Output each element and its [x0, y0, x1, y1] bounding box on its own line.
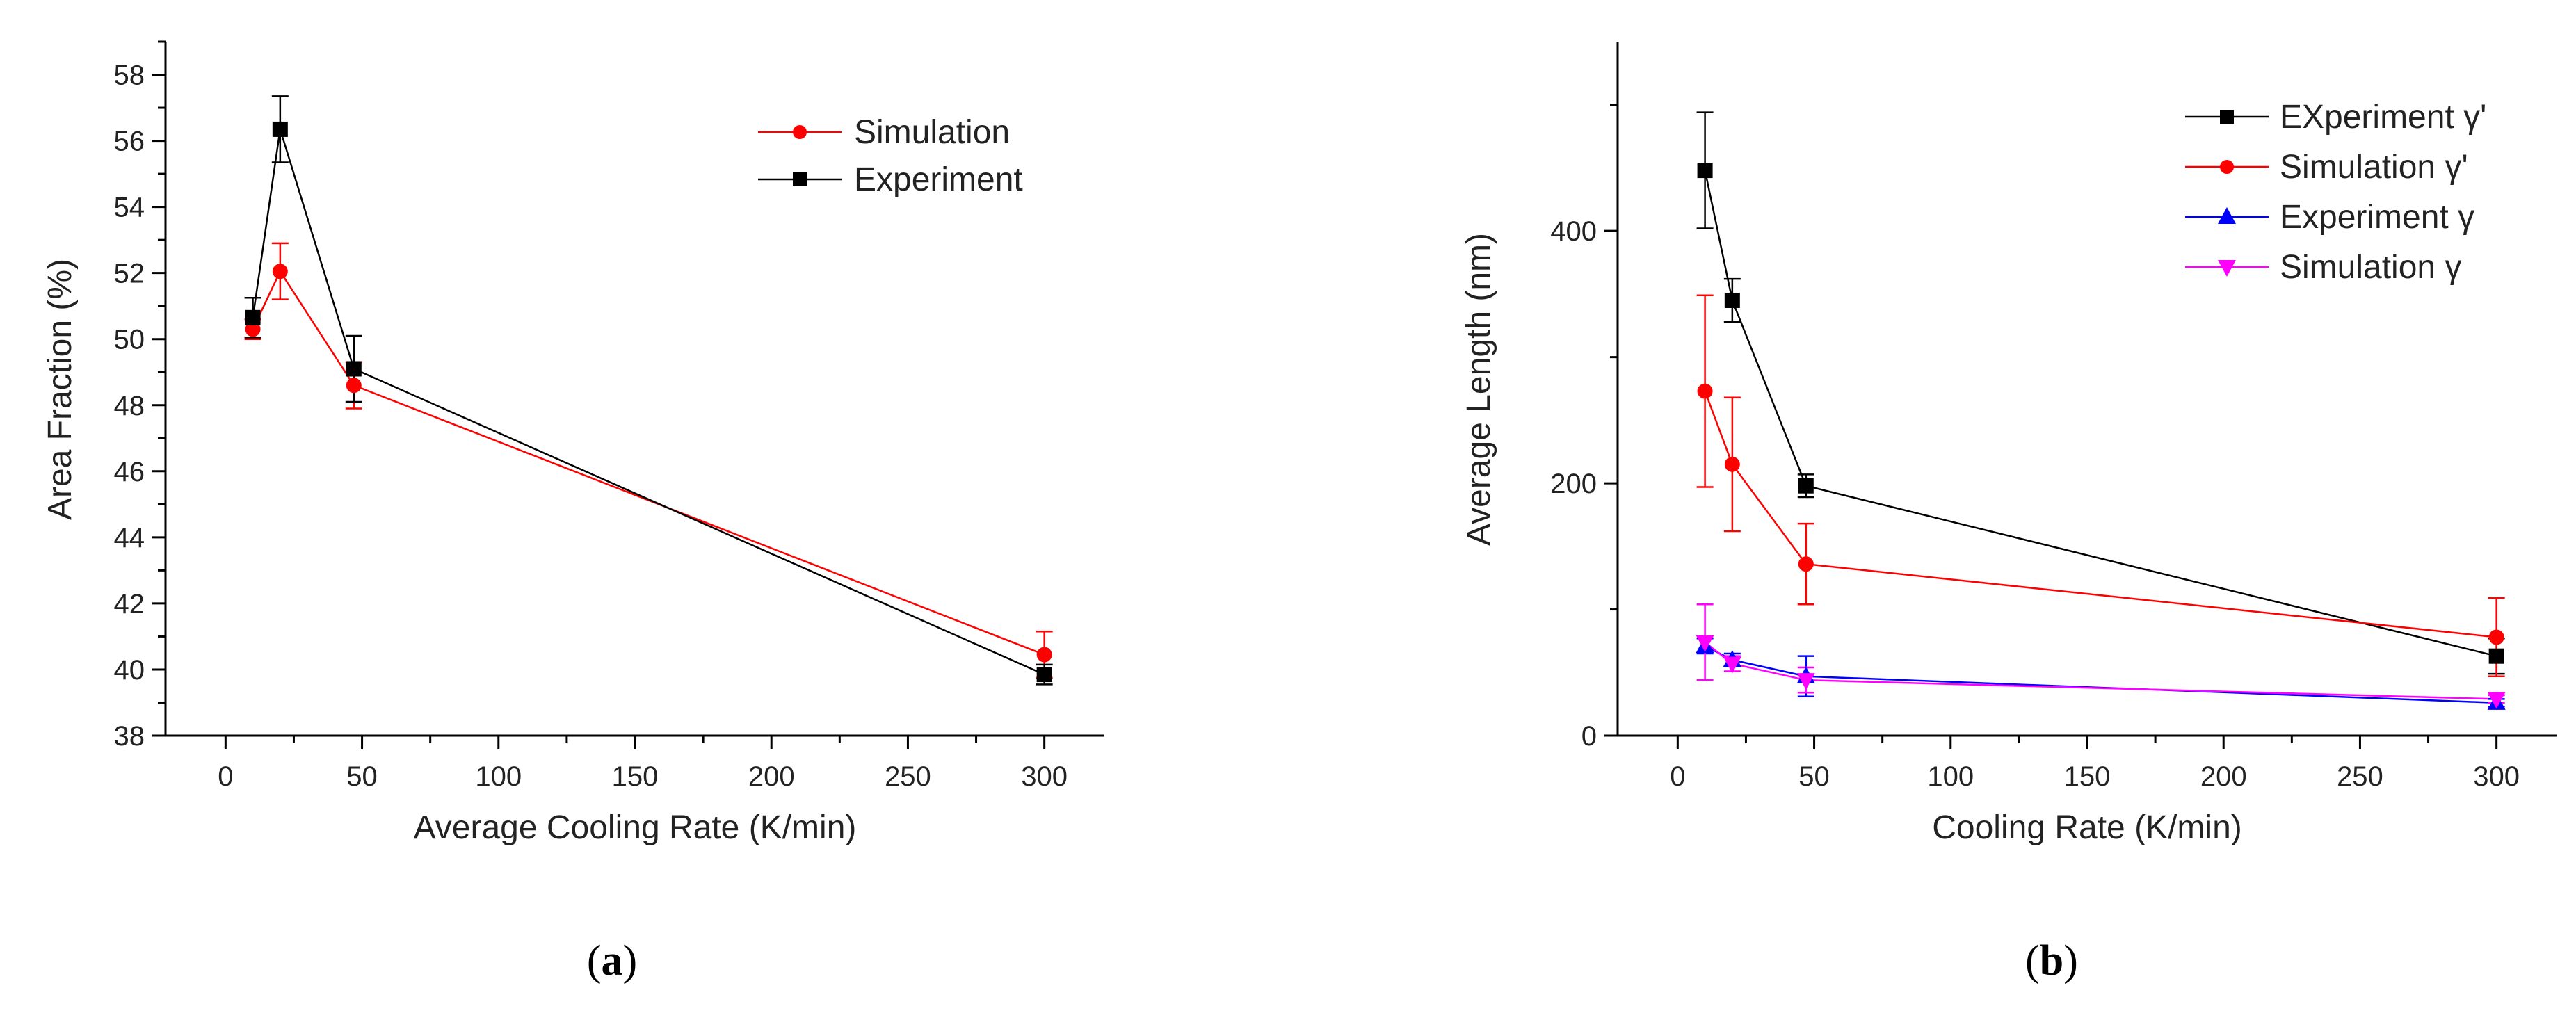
chart-b-y-tick-label-200: 200 — [1550, 469, 1597, 499]
chart-a-y-axis-label: Area Fraction (%) — [42, 259, 79, 520]
chart-b-y-tick-label-400: 400 — [1550, 216, 1597, 247]
chart-a-x-tick-label-200: 200 — [748, 761, 795, 792]
chart-a-point-0-2 — [346, 378, 362, 394]
chart-a-y-tick-label-58: 58 — [114, 60, 145, 91]
chart-b-point-0-1 — [1724, 292, 1740, 308]
chart-b-series-line-3 — [1704, 641, 2497, 700]
chart-a-series-line-0 — [252, 269, 1045, 656]
chart-a-series-lines — [252, 129, 1045, 676]
panel-label-b-close-paren: ) — [2063, 937, 2078, 984]
chart-a-legend-marker-simulation — [793, 125, 807, 139]
chart-b-legend: EXperiment γ' Simulation γ' Experiment γ… — [2185, 99, 2486, 286]
chart-a-series-line-1 — [252, 129, 1045, 676]
chart-a-y-ticks: 38 40 42 44 46 48 50 52 54 56 58 — [114, 40, 166, 752]
chart-a-y-tick-label-38: 38 — [114, 721, 145, 752]
chart-b-point-1-0 — [1697, 383, 1713, 399]
chart-b-series-line-0 — [1704, 170, 2497, 657]
chart-b-x-tick-label-250: 250 — [2337, 761, 2383, 792]
chart-a-y-tick-label-52: 52 — [114, 259, 145, 289]
chart-a-legend-label-simulation: Simulation — [854, 114, 1010, 151]
panel-label-a-close-paren: ) — [623, 937, 638, 984]
chart-a-legend: Simulation Experiment — [758, 114, 1023, 198]
chart-b-legend-label-experiment-gamma-prime: EXperiment γ' — [2280, 99, 2486, 136]
chart-a-legend-label-experiment: Experiment — [854, 161, 1023, 198]
panel-label-b-open-paren: ( — [2025, 937, 2040, 984]
chart-b-legend-label-simulation-gamma: Simulation γ — [2280, 249, 2461, 286]
panel-label-a-open-paren: ( — [587, 937, 602, 984]
chart-b-point-3-3 — [2487, 692, 2506, 709]
chart-a-y-tick-label-40: 40 — [114, 655, 145, 686]
chart-b-x-ticks: 0 50 100 150 200 250 300 — [1670, 736, 2520, 792]
panel-label-b: (b) — [2025, 937, 2078, 984]
chart-a-x-tick-label-150: 150 — [612, 761, 659, 792]
svg-text:(a): (a) — [587, 937, 637, 984]
chart-a-x-tick-label-100: 100 — [475, 761, 522, 792]
chart-a-x-ticks: 0 50 100 150 200 250 300 — [218, 736, 1068, 792]
chart-b-series-line-2 — [1705, 645, 2497, 704]
chart-a-y-tick-label-56: 56 — [114, 127, 145, 157]
chart-b-x-tick-label-50: 50 — [1798, 761, 1830, 792]
chart-a-x-tick-label-50: 50 — [346, 761, 378, 792]
chart-b-x-tick-label-300: 300 — [2473, 761, 2520, 792]
chart-b-point-0-3 — [2488, 648, 2504, 664]
chart-b-y-tick-label-0: 0 — [1581, 721, 1597, 752]
chart-b-point-1-1 — [1724, 456, 1740, 472]
chart-b-legend-marker-experiment-gamma — [2218, 207, 2236, 224]
chart-a-point-1-1 — [272, 121, 288, 137]
chart-a-point-1-0 — [245, 309, 261, 325]
chart-a-data-points — [245, 121, 1052, 683]
svg-text:(b): (b) — [2025, 937, 2078, 984]
chart-b-legend-marker-simulation-gamma — [2218, 260, 2236, 277]
chart-b-y-ticks: 0 200 400 — [1550, 104, 1618, 752]
chart-a-point-0-0 — [245, 321, 261, 337]
chart-b-point-3-1 — [1723, 656, 1741, 674]
chart-b-point-1-3 — [2488, 629, 2504, 645]
chart-b-y-axis-label: Average Length (nm) — [1460, 233, 1497, 546]
chart-b-x-tick-label-200: 200 — [2200, 761, 2247, 792]
chart-a-x-tick-label-300: 300 — [1021, 761, 1068, 792]
chart-a-y-tick-label-54: 54 — [114, 193, 145, 223]
chart-a-y-tick-label-42: 42 — [114, 589, 145, 619]
panel-label-a-letter: a — [602, 937, 623, 984]
chart-a-y-tick-label-48: 48 — [114, 391, 145, 421]
chart-a-point-1-2 — [346, 361, 362, 377]
chart-a: 0 50 100 150 200 250 300 38 40 42 44 46 48 50 52 54 56 5… — [42, 40, 1104, 984]
panel-label-b-letter: b — [2040, 937, 2063, 984]
chart-b-legend-marker-experiment-gamma-prime — [2220, 110, 2234, 124]
chart-a-y-tick-label-44: 44 — [114, 523, 145, 553]
chart-b-x-axis-label: Cooling Rate (K/min) — [1932, 809, 2242, 846]
chart-b-series-lines — [1704, 170, 2497, 704]
chart-a-y-tick-label-46: 46 — [114, 457, 145, 487]
chart-b-x-tick-label-0: 0 — [1670, 761, 1685, 792]
chart-b-legend-label-experiment-gamma: Experiment γ — [2280, 199, 2474, 236]
chart-a-point-0-3 — [1036, 647, 1052, 663]
chart-a-x-axis-label: Average Cooling Rate (K/min) — [414, 809, 857, 846]
chart-b-data-points — [1696, 163, 2506, 710]
chart-b-series-line-1 — [1704, 391, 2497, 638]
chart-b: 0 50 100 150 200 250 300 0 200 400 Cooling Rate … — [1460, 42, 2557, 984]
chart-b-point-3-0 — [1696, 635, 1714, 652]
chart-a-point-1-3 — [1036, 667, 1052, 683]
chart-b-x-tick-label-150: 150 — [2064, 761, 2111, 792]
chart-b-legend-marker-simulation-gamma-prime — [2220, 160, 2234, 174]
chart-b-point-0-2 — [1798, 478, 1814, 494]
chart-a-x-tick-label-0: 0 — [218, 761, 233, 792]
chart-b-legend-label-simulation-gamma-prime: Simulation γ' — [2280, 149, 2468, 186]
chart-a-x-tick-label-250: 250 — [885, 761, 931, 792]
chart-b-point-0-0 — [1697, 163, 1713, 179]
chart-a-y-tick-label-50: 50 — [114, 325, 145, 355]
chart-a-legend-marker-experiment — [793, 172, 807, 186]
chart-b-point-3-2 — [1796, 673, 1815, 690]
chart-b-point-1-2 — [1798, 556, 1814, 572]
chart-b-x-tick-label-100: 100 — [1927, 761, 1974, 792]
panel-label-a: (a) — [587, 937, 637, 984]
chart-a-point-0-1 — [272, 264, 288, 279]
